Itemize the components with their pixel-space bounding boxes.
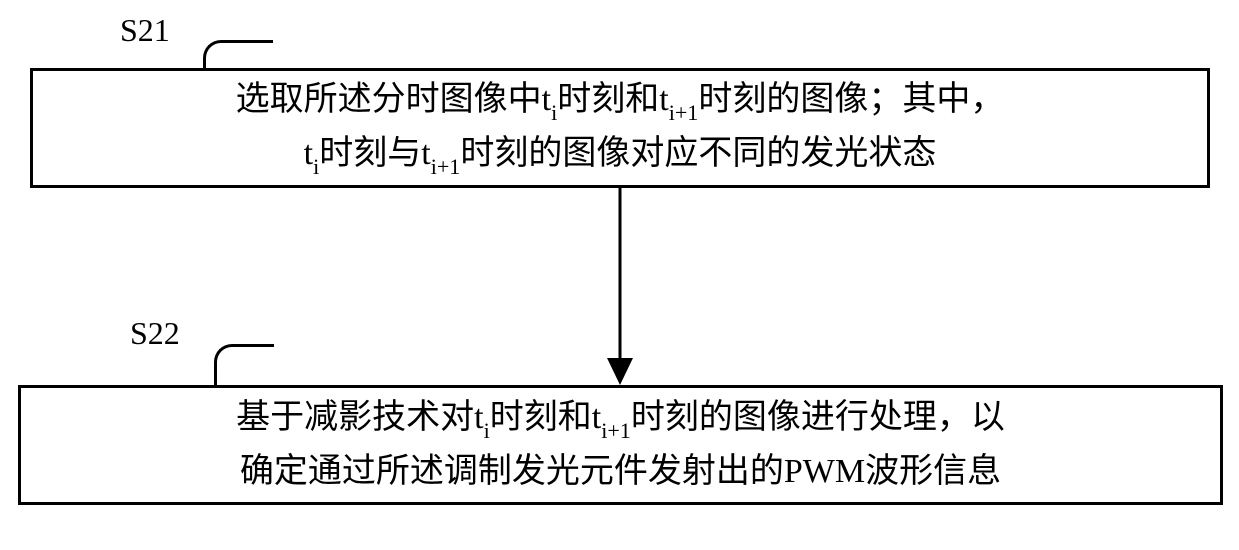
subscript: i (484, 418, 490, 443)
text-segment: 时刻和t (490, 399, 601, 436)
text-segment: 基于减影技术对t (236, 399, 483, 436)
box-s21-line2: ti时刻与ti+1时刻的图像对应不同的发光状态 (304, 128, 937, 182)
step-box-s22: 基于减影技术对ti时刻和ti+1时刻的图像进行处理，以 确定通过所述调制发光元件… (18, 385, 1223, 505)
subscript: i+1 (431, 154, 461, 179)
box-s22-line1: 基于减影技术对ti时刻和ti+1时刻的图像进行处理，以 (236, 392, 1005, 446)
text-segment: 时刻和t (557, 81, 668, 118)
arrow-down (600, 188, 640, 388)
step-box-s21: 选取所述分时图像中ti时刻和ti+1时刻的图像；其中， ti时刻与ti+1时刻的… (30, 68, 1210, 188)
connector-s22 (214, 344, 274, 388)
subscript: i (551, 100, 557, 125)
text-segment: t (304, 135, 313, 172)
box-s21-line1: 选取所述分时图像中ti时刻和ti+1时刻的图像；其中， (236, 74, 1005, 128)
box-s22-line2: 确定通过所述调制发光元件发射出的PWM波形信息 (240, 446, 1001, 499)
step-label-s22: S22 (130, 315, 180, 352)
text-segment: 时刻的图像；其中， (698, 81, 1004, 118)
subscript: i (313, 154, 319, 179)
step-label-s21: S21 (120, 12, 170, 49)
text-segment: 时刻的图像进行处理，以 (631, 399, 1005, 436)
text-segment: 时刻的图像对应不同的发光状态 (460, 135, 936, 172)
subscript: i+1 (669, 100, 699, 125)
text-segment: 选取所述分时图像中t (236, 81, 551, 118)
text-segment: 时刻与t (319, 135, 430, 172)
subscript: i+1 (601, 418, 631, 443)
